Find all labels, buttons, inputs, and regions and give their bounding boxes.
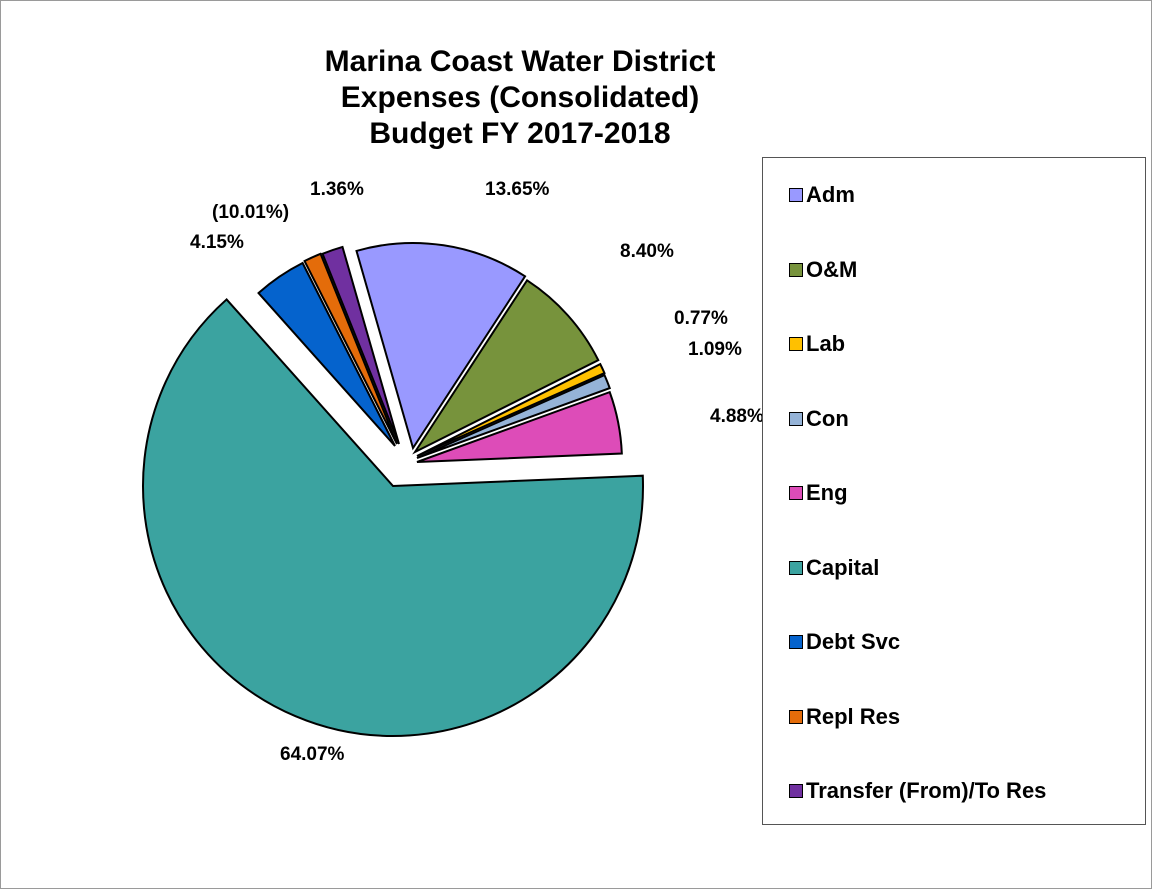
data-label-eng: 4.88% xyxy=(710,406,764,427)
data-label-debt-svc: 4.15% xyxy=(190,232,244,253)
pie-slice-repl-res xyxy=(303,252,398,445)
legend-label: O&M xyxy=(806,256,858,282)
data-label-lab: 0.77% xyxy=(674,308,728,329)
legend-label: Transfer (From)/To Res xyxy=(806,778,1047,803)
chart-title-line-3: Budget FY 2017-2018 xyxy=(369,117,671,150)
pie-slice-lab xyxy=(416,362,606,457)
pie-slice-eng xyxy=(416,390,623,463)
pie-slice-transfer-from-to-res xyxy=(321,245,400,445)
legend-label: Lab xyxy=(806,331,846,356)
legend-label: Capital xyxy=(806,554,880,580)
legend: Adm O&M Lab Con Eng Capital Debt Svc Repl Res Tr… xyxy=(762,157,1146,825)
data-label-con: 1.09% xyxy=(688,339,742,360)
legend-swatch xyxy=(789,262,803,277)
legend-swatch xyxy=(789,709,803,724)
legend-swatch xyxy=(789,560,803,575)
legend-item-transfer-from-to-res: Transfer (From)/To Res xyxy=(789,776,1046,806)
pie-slice-con xyxy=(416,373,612,459)
data-label-transfer-from-to-res: (10.01%) xyxy=(212,202,289,223)
chart-title: Marina Coast Water District Expenses (Co… xyxy=(300,44,740,152)
legend-label: Repl Res xyxy=(806,703,901,729)
pie-slice-capital xyxy=(142,298,644,737)
legend-swatch xyxy=(789,635,803,649)
legend-swatch xyxy=(789,188,803,202)
data-label-o-m: 8.40% xyxy=(620,241,674,262)
legend-label: Eng xyxy=(806,480,848,505)
data-label-adm: 13.65% xyxy=(485,179,550,200)
chart-title-line-2: Expenses (Consolidated) xyxy=(340,81,700,114)
pie-slice-adm xyxy=(355,242,527,451)
legend-label: Con xyxy=(806,405,849,431)
legend-swatch xyxy=(789,411,803,426)
data-label-repl-res: 1.36% xyxy=(310,179,364,200)
legend-swatch xyxy=(789,486,803,500)
pie-slices xyxy=(142,242,644,737)
legend-label: Debt Svc xyxy=(806,629,901,654)
legend-label: Adm xyxy=(806,182,855,207)
legend-item-eng: Eng xyxy=(789,478,848,508)
legend-item-con: Con xyxy=(789,404,849,434)
legend-item-o-m: O&M xyxy=(789,255,857,285)
legend-item-lab: Lab xyxy=(789,329,845,359)
legend-item-repl-res: Repl Res xyxy=(789,702,900,732)
legend-item-capital: Capital xyxy=(789,553,879,583)
chart-title-line-1: Marina Coast Water District xyxy=(324,45,716,78)
legend-item-debt-svc: Debt Svc xyxy=(789,627,900,657)
pie-data-labels: 13.65% 8.40% 0.77% 1.09% 4.88% 64.07% 4.15% 1.3… xyxy=(190,179,764,765)
legend-swatch xyxy=(789,337,803,351)
pie-slice-debt-svc xyxy=(257,261,396,447)
legend-swatch xyxy=(789,784,803,798)
data-label-capital: 64.07% xyxy=(280,744,345,765)
pie-slice-o-m xyxy=(412,278,600,455)
legend-item-adm: Adm xyxy=(789,180,855,210)
